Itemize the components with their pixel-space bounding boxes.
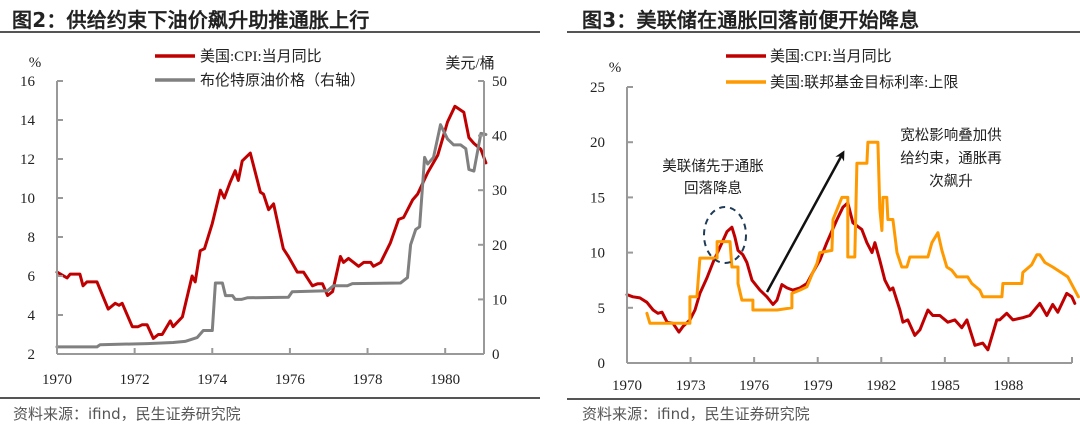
y-right-tick-label: 40 <box>492 129 507 145</box>
x-tick-label: 1979 <box>803 378 833 394</box>
x-tick-label: 1970 <box>42 372 72 388</box>
series-line-0-left-axis <box>55 104 488 340</box>
x-tick-label: 1970 <box>612 378 642 394</box>
y-left-tick-label: 8 <box>28 230 36 246</box>
panel-2-source: 资料来源：ifind，民生证券研究院 <box>582 405 810 423</box>
y-left-tick-label: 15 <box>590 190 605 206</box>
y-left-tick-label: 6 <box>28 269 36 285</box>
chart-cpi-vs-brent: 2 4 6 8 10 12 14 16 0 10 20 30 40 50 1970 1972 1974 1976 1… <box>20 48 507 388</box>
x-tick-label: 1985 <box>930 378 960 394</box>
y-left-tick-label: 2 <box>28 347 36 363</box>
y-left-tick-label: 0 <box>598 356 606 372</box>
annotation-2-line-1: 宽松影响叠加供 <box>900 127 1002 144</box>
y-left-tick-label: 10 <box>590 246 605 262</box>
y-left-tick-label: 5 <box>598 301 606 317</box>
annotation-1-line-1: 美联储先于通胀 <box>662 158 764 175</box>
series-layer <box>625 140 1080 352</box>
x-tick-label: 1976 <box>739 378 770 394</box>
y-left-tick-label: 14 <box>20 113 36 129</box>
left-axis-unit: % <box>609 60 622 76</box>
x-tick-label: 1978 <box>353 372 383 388</box>
y-right-tick-label: 30 <box>492 183 507 199</box>
panel-1-source: 资料来源：ifind，民生证券研究院 <box>13 405 241 423</box>
annotation-2-line-3: 次飙升 <box>929 173 973 190</box>
series-line-1-right-axis <box>55 123 488 349</box>
x-tick-label: 1988 <box>993 378 1023 394</box>
legend-label-fed-funds: 美国:联邦基金目标利率:上限 <box>770 74 958 91</box>
axes-layer: 2 4 6 8 10 12 14 16 0 10 20 30 40 50 1970 1972 1974 1976 1… <box>20 74 507 388</box>
left-axis-unit: % <box>29 55 42 71</box>
panel-1-title-rule <box>0 31 540 33</box>
y-left-tick-label: 20 <box>590 135 605 151</box>
x-tick-label: 1973 <box>676 378 706 394</box>
x-tick-label: 1980 <box>430 372 460 388</box>
y-right-tick-label: 50 <box>492 74 507 90</box>
axes-layer: 0 5 10 15 20 25 1970 1973 1976 1979 1982 1985 1988 <box>590 80 1073 394</box>
series-line-1-left-axis <box>645 140 1080 325</box>
x-tick-label: 1972 <box>120 372 150 388</box>
trend-arrow <box>765 150 845 293</box>
y-left-tick-label: 10 <box>20 191 35 207</box>
y-right-tick-label: 10 <box>492 292 507 308</box>
panel-1-title: 图2：供给约束下油价飙升助推通胀上行 <box>12 8 370 32</box>
panel-2-title-rule <box>567 31 1080 33</box>
legend-label-cpi: 美国:CPI:当月同比 <box>770 48 892 65</box>
series-line-0-left-axis <box>625 201 1077 352</box>
legend-label-brent: 布伦特原油价格（右轴） <box>200 72 365 89</box>
chart-cpi-vs-fed-funds: 0 5 10 15 20 25 1970 1973 1976 1979 1982 1985 1988 %… <box>590 48 1080 394</box>
y-right-tick-label: 0 <box>492 347 500 363</box>
series-layer <box>55 104 488 349</box>
x-tick-label: 1976 <box>275 372 306 388</box>
legend-label-cpi: 美国:CPI:当月同比 <box>200 48 322 65</box>
y-left-tick-label: 25 <box>590 80 605 96</box>
y-left-tick-label: 16 <box>20 74 36 90</box>
x-tick-label: 1982 <box>866 378 896 394</box>
annotation-2-line-2: 给约束，通胀再 <box>900 150 1002 167</box>
annotation-1-line-2: 回落降息 <box>684 180 742 197</box>
x-tick-label: 1974 <box>197 372 228 388</box>
y-left-tick-label: 4 <box>28 308 36 324</box>
panel-1-footer-rule <box>0 397 540 399</box>
y-left-tick-label: 12 <box>20 152 35 168</box>
panel-2-title: 图3：美联储在通胀回落前便开始降息 <box>582 8 920 32</box>
right-axis-unit: 美元/桶 <box>445 55 494 72</box>
panel-2-footer-rule <box>567 398 1080 400</box>
y-right-tick-label: 20 <box>492 238 507 254</box>
highlight-ellipse <box>703 206 747 264</box>
